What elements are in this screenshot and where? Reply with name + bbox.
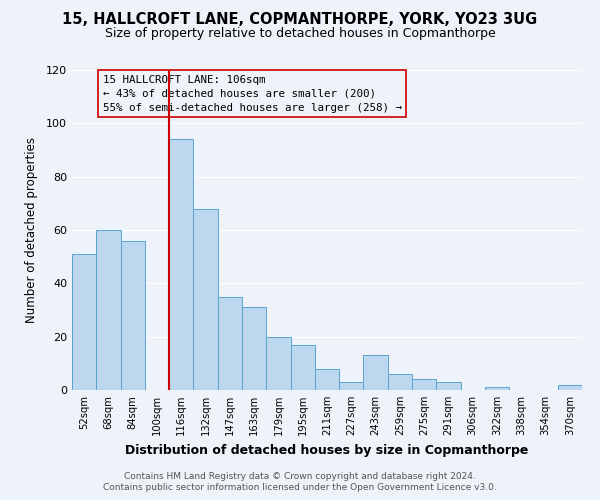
Y-axis label: Number of detached properties: Number of detached properties: [25, 137, 38, 323]
Bar: [339, 382, 364, 390]
Bar: [364, 356, 388, 390]
Bar: [193, 208, 218, 390]
Bar: [242, 308, 266, 390]
Text: 15 HALLCROFT LANE: 106sqm
← 43% of detached houses are smaller (200)
55% of semi: 15 HALLCROFT LANE: 106sqm ← 43% of detac…: [103, 75, 401, 113]
Bar: [412, 380, 436, 390]
Text: Size of property relative to detached houses in Copmanthorpe: Size of property relative to detached ho…: [104, 28, 496, 40]
Text: 15, HALLCROFT LANE, COPMANTHORPE, YORK, YO23 3UG: 15, HALLCROFT LANE, COPMANTHORPE, YORK, …: [62, 12, 538, 28]
Bar: [121, 240, 145, 390]
Bar: [266, 336, 290, 390]
Bar: [388, 374, 412, 390]
Bar: [169, 140, 193, 390]
Bar: [290, 344, 315, 390]
Bar: [218, 296, 242, 390]
Bar: [436, 382, 461, 390]
Bar: [485, 388, 509, 390]
Bar: [96, 230, 121, 390]
Bar: [315, 368, 339, 390]
Bar: [72, 254, 96, 390]
Text: Contains public sector information licensed under the Open Government Licence v3: Contains public sector information licen…: [103, 484, 497, 492]
Bar: [558, 384, 582, 390]
Text: Contains HM Land Registry data © Crown copyright and database right 2024.: Contains HM Land Registry data © Crown c…: [124, 472, 476, 481]
X-axis label: Distribution of detached houses by size in Copmanthorpe: Distribution of detached houses by size …: [125, 444, 529, 456]
